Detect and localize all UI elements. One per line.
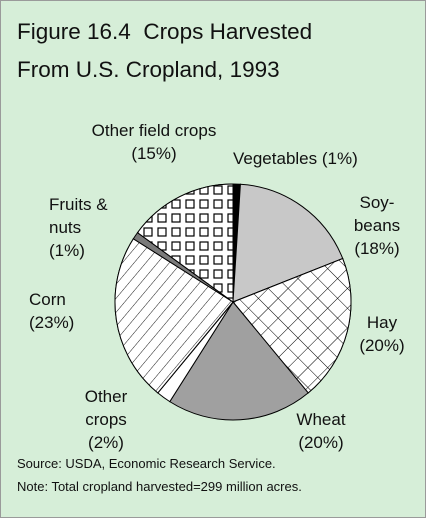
value-label: (1%) <box>49 241 85 260</box>
value-label: (20%) <box>298 433 344 452</box>
value-label: (23%) <box>29 313 75 332</box>
category-name: Other field crops <box>91 121 217 140</box>
category-name: Vegetables <box>233 149 318 168</box>
value-label: (18%) <box>354 239 400 258</box>
slice-pattern <box>114 238 234 394</box>
category-name: Fruits & nuts <box>49 195 108 237</box>
slice-pattern <box>136 183 234 303</box>
value-label: (15%) <box>131 144 177 163</box>
pie-slice <box>169 301 309 421</box>
pie-slice <box>232 183 344 303</box>
source-note: Source: USDA, Economic Research Service. <box>17 456 276 471</box>
slice-label: Corn (23%) <box>29 288 85 334</box>
category-name: Other crops <box>84 387 128 429</box>
slice-label: Other field crops (15%) <box>81 119 227 165</box>
value-label: (1%) <box>321 149 358 168</box>
slice-label: Vegetables (1%) <box>233 147 413 170</box>
slice-label: Other crops (2%) <box>75 385 137 454</box>
category-name: Hay <box>366 313 398 332</box>
value-label: (2%) <box>88 433 124 452</box>
slice-label: Soy-beans (18%) <box>343 191 411 260</box>
category-name: Wheat <box>296 410 346 429</box>
value-label: (20%) <box>359 336 405 355</box>
slice-label: Wheat (20%) <box>285 408 357 454</box>
slice-label: Fruits & nuts (1%) <box>49 193 109 262</box>
slice-label: Hay (20%) <box>351 311 413 357</box>
category-name: Corn <box>29 290 66 309</box>
total-note: Note: Total cropland harvested=299 milli… <box>17 479 302 494</box>
category-name: Soy-beans <box>353 193 401 235</box>
slice-pattern <box>232 257 352 394</box>
chart-title: Figure 16.4 Crops Harvested From U.S. Cr… <box>17 19 319 82</box>
